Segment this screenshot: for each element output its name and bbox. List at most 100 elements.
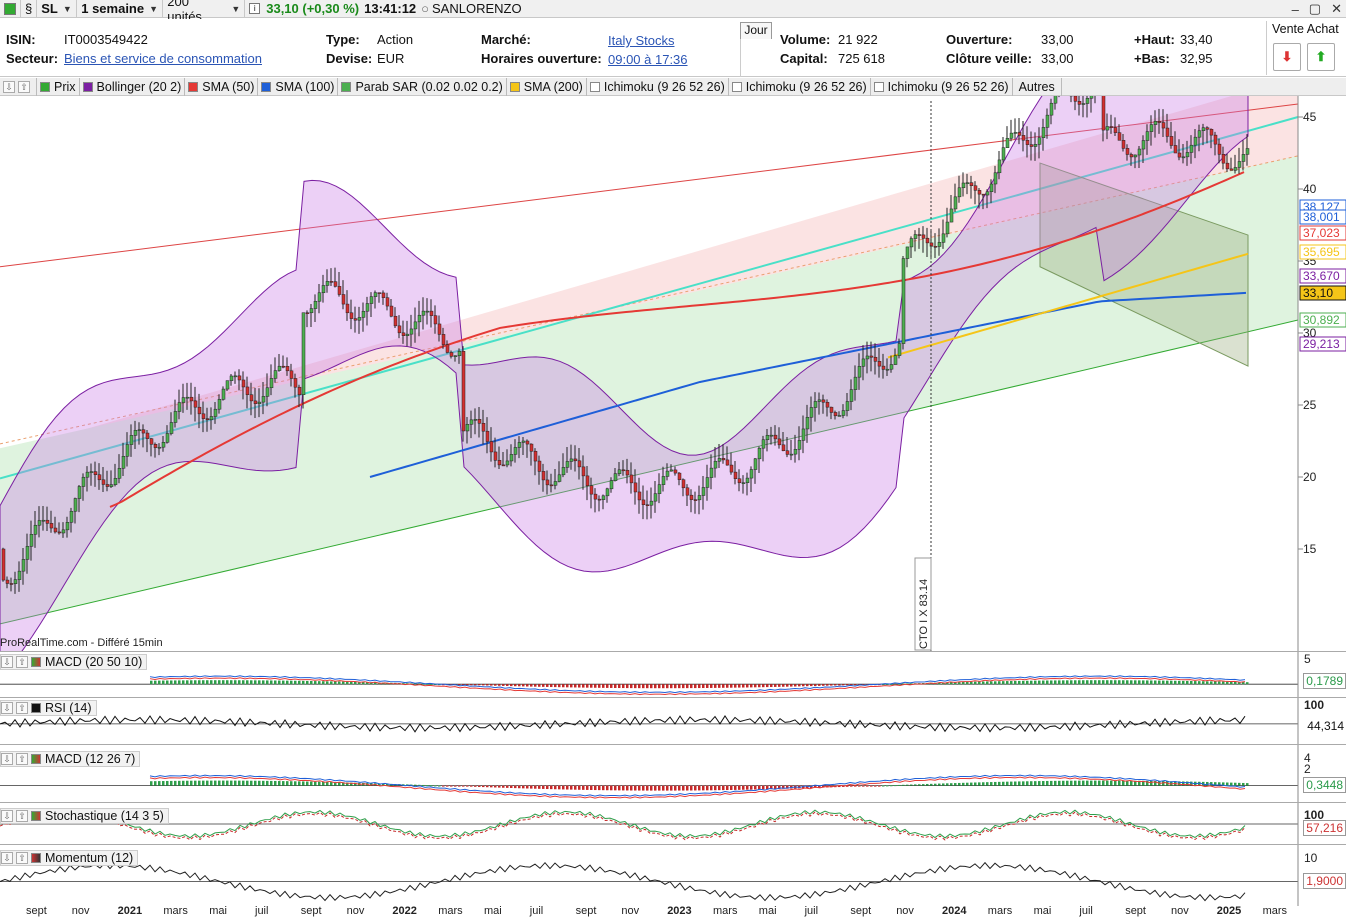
candle-body — [557, 474, 562, 482]
stoch-panel[interactable]: ⇩ ⇧ Stochastique (14 3 5) 100 57,216 — [0, 802, 1346, 845]
candle-body — [825, 401, 830, 408]
expand-icon[interactable]: ⇧ — [16, 656, 28, 668]
legend-item[interactable]: Ichimoku (9 26 52 26) — [871, 77, 1013, 96]
collapse-icon[interactable]: ⇩ — [1, 702, 13, 714]
candle-body — [1209, 128, 1214, 136]
legend-controls[interactable]: ⇩ ⇧ — [0, 77, 37, 96]
legend-more-button[interactable]: Autres — [1013, 77, 1062, 96]
histogram-bar — [562, 785, 565, 790]
price-chart[interactable]: CTO I X 83.14 45 40 35 30 25 20 15 38,127 38,001 3… — [0, 21, 1346, 680]
candle-body — [745, 477, 750, 483]
horaires-link[interactable]: 09:00 à 17:36 — [608, 52, 688, 67]
restore-icon[interactable]: ▢ — [1308, 1, 1322, 16]
stoch-top-tick: 100 — [1304, 808, 1325, 822]
volume-label: Volume: — [780, 32, 831, 47]
sell-button[interactable]: ⬇ — [1273, 43, 1301, 71]
momentum-title: Momentum (12) — [45, 851, 134, 865]
expand-icon[interactable]: ⇧ — [16, 810, 28, 822]
candle-body — [525, 440, 530, 445]
histogram-bar — [1082, 680, 1085, 685]
marche-label: Marché: — [481, 32, 531, 47]
price-label-box — [1299, 244, 1346, 260]
histogram-bar — [546, 785, 549, 790]
histogram-bar — [194, 780, 197, 786]
legend-item[interactable]: SMA (50) — [185, 77, 259, 96]
divider — [740, 39, 741, 77]
macd2-value: 0,3448 — [1303, 777, 1346, 793]
quote-info: i 33,10 (+0,30 %) 13:41:12 ○ SANLORENZO — [245, 0, 525, 18]
histogram-bar — [1098, 780, 1101, 786]
legend-item[interactable]: SMA (200) — [507, 77, 587, 96]
histogram-bar — [962, 681, 965, 685]
momentum-panel[interactable]: ⇩ ⇧ Momentum (12) 10 1,9000 — [0, 844, 1346, 906]
marche-link[interactable]: Italy Stocks — [608, 33, 675, 48]
candle-body — [437, 323, 442, 335]
histogram-bar — [538, 785, 541, 789]
legend-item[interactable]: Bollinger (20 2) — [80, 77, 186, 96]
histogram-bar — [262, 680, 265, 685]
macd1-panel[interactable]: ⇩ ⇧ MACD (20 50 10) 5 0,1789 — [0, 651, 1346, 698]
candle-body — [1241, 154, 1246, 162]
candle-body — [1141, 140, 1146, 150]
histogram-bar — [582, 684, 585, 688]
units-selector[interactable]: 200 unités ▼ — [163, 0, 246, 24]
macd1-top-tick: 5 — [1304, 652, 1311, 666]
link-button[interactable]: § — [21, 0, 38, 18]
collapse-icon[interactable]: ⇩ — [1, 753, 13, 765]
candle-body — [973, 185, 978, 191]
histogram-bar — [1114, 780, 1117, 786]
legend-item[interactable]: Prix — [37, 77, 80, 96]
tab-jour[interactable]: Jour — [740, 22, 772, 39]
rsi-panel[interactable]: ⇩ ⇧ RSI (14) 100 44,314 — [0, 697, 1346, 745]
histogram-bar — [1150, 780, 1153, 786]
histogram-bar — [342, 782, 345, 786]
legend-item[interactable]: Parab SAR (0.02 0.02 0.2) — [338, 77, 507, 96]
ticker-selector[interactable]: SL ▼ — [37, 0, 78, 18]
candle-body — [353, 318, 358, 321]
expand-icon[interactable]: ⇧ — [16, 702, 28, 714]
legend-item[interactable]: Ichimoku (9 26 52 26) — [587, 77, 729, 96]
close-icon[interactable]: ✕ — [1331, 1, 1342, 16]
histogram-bar — [170, 780, 173, 786]
expand-icon[interactable]: ⇧ — [16, 753, 28, 765]
signal-line — [0, 811, 1246, 841]
histogram-bar — [1106, 680, 1109, 685]
histogram-bar — [666, 785, 669, 791]
time-axis-tick: 2025 — [1216, 905, 1242, 917]
expand-icon[interactable]: ⇧ — [16, 852, 28, 864]
minimize-icon[interactable]: – — [1291, 1, 1299, 17]
histogram-bar — [1182, 781, 1185, 786]
histogram-bar — [1066, 780, 1069, 786]
period-selector[interactable]: 1 semaine ▼ — [77, 0, 164, 18]
collapse-icon[interactable]: ⇩ — [1, 852, 13, 864]
histogram-bar — [466, 684, 469, 686]
bas-label: +Bas: — [1134, 51, 1170, 66]
collapse-icon[interactable]: ⇩ — [1, 656, 13, 668]
legend-item[interactable]: Ichimoku (9 26 52 26) — [729, 77, 871, 96]
histogram-bar — [986, 681, 989, 685]
macd2-panel[interactable]: ⇩ ⇧ MACD (12 26 7) 4 2 0,3448 — [0, 744, 1346, 803]
histogram-bar — [642, 785, 645, 791]
histogram-bar — [834, 684, 837, 686]
candle-body — [673, 469, 678, 474]
time-axis-tick: sept — [1125, 905, 1146, 917]
candle-body — [157, 446, 162, 449]
histogram-bar — [558, 785, 561, 790]
histogram-bar — [454, 785, 457, 787]
candle-body — [893, 355, 898, 365]
haut-label: +Haut: — [1134, 32, 1175, 47]
secteur-link[interactable]: Biens et service de consommation — [64, 51, 262, 66]
collapse-icon[interactable]: ⇩ — [1, 810, 13, 822]
chart-type-button[interactable] — [0, 0, 21, 18]
expand-icon: ⇧ — [18, 80, 30, 93]
secteur-label: Secteur: — [6, 51, 59, 66]
cloture-value: 33,00 — [1041, 51, 1074, 66]
legend-swatch — [509, 81, 520, 92]
candle-body — [345, 303, 350, 314]
buy-button[interactable]: ⬆ — [1307, 43, 1335, 71]
legend-item[interactable]: SMA (100) — [258, 77, 339, 96]
histogram-bar — [382, 783, 385, 786]
histogram-bar — [1018, 680, 1021, 685]
ouverture-value: 33,00 — [1041, 32, 1074, 47]
candle-body — [37, 520, 42, 526]
